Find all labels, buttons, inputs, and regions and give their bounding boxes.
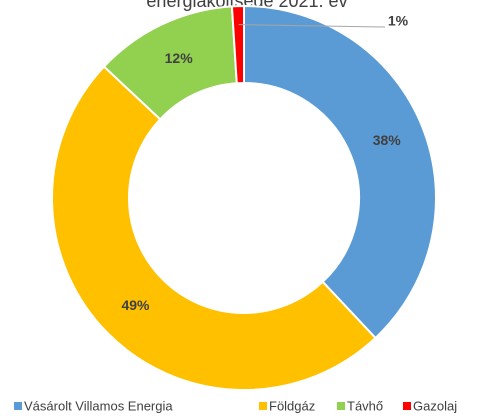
donut-slice <box>230 4 245 85</box>
data-label: 12% <box>165 50 194 66</box>
data-label: 49% <box>121 297 150 313</box>
donut-slice <box>243 4 437 340</box>
legend-label: Vásárolt Villamos Energia <box>24 398 173 413</box>
legend-swatch <box>337 402 345 410</box>
data-label: 38% <box>373 132 402 148</box>
legend-swatch <box>259 402 267 410</box>
data-label: 1% <box>388 13 409 29</box>
leader-line <box>238 24 386 28</box>
legend-label: Távhő <box>347 398 383 413</box>
legend-label: Földgáz <box>269 398 315 413</box>
legend-label: Gazolaj <box>413 398 457 413</box>
donut-slice <box>51 65 377 391</box>
legend-swatch <box>14 402 22 410</box>
legend-swatch <box>403 402 411 410</box>
